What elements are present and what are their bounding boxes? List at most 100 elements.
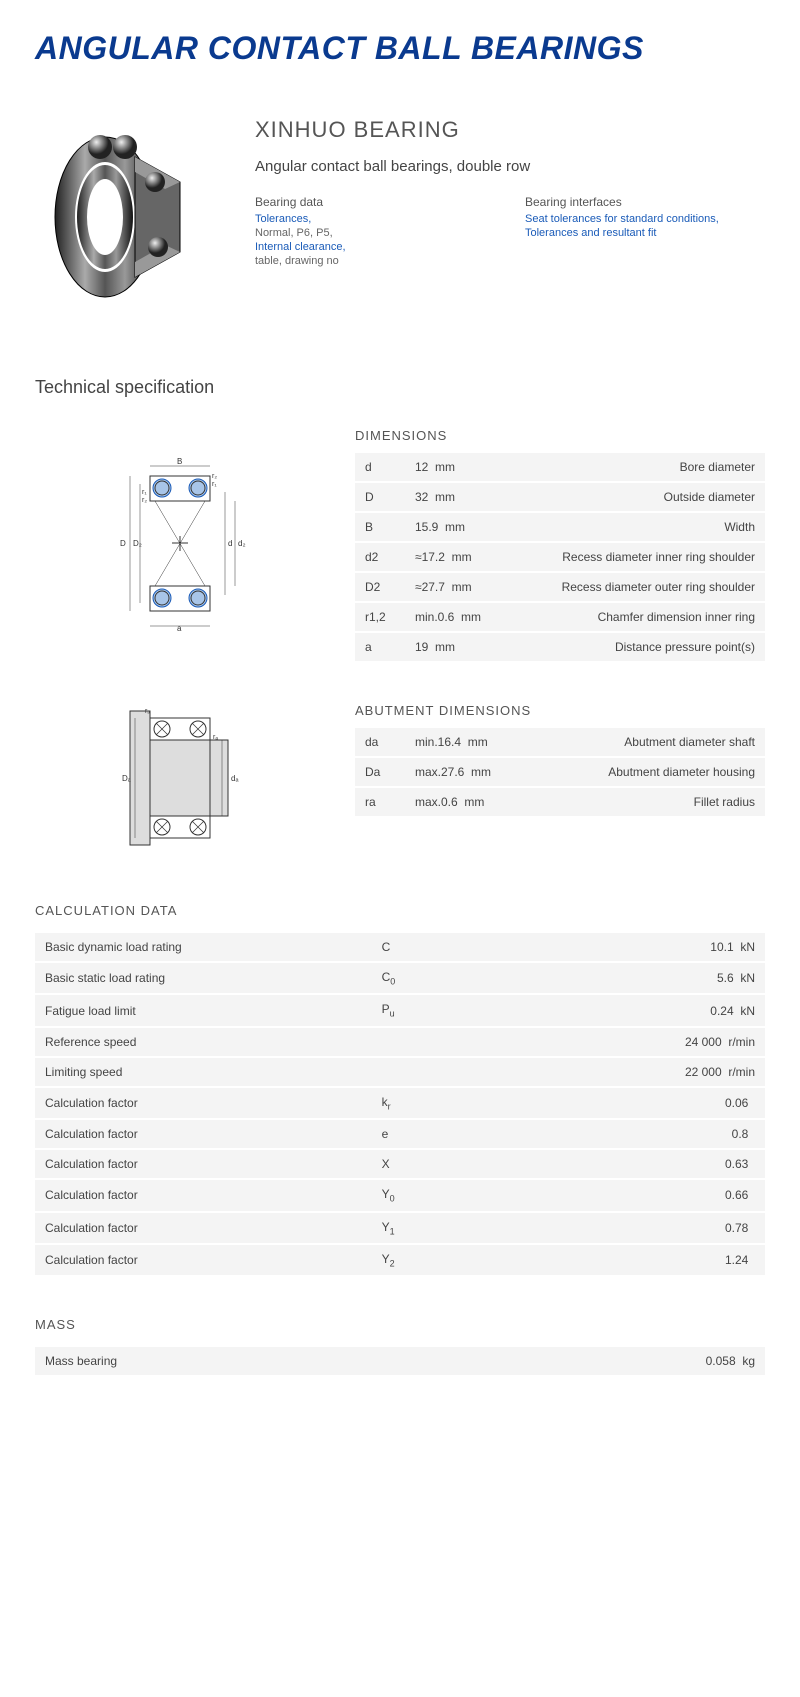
product-subtitle: Angular contact ball bearings, double ro… [255, 158, 765, 175]
calc-desc: Fatigue load limit [35, 994, 372, 1026]
info-link[interactable]: Tolerances and resultant fit [525, 227, 765, 239]
calculation-label: CALCULATION DATA [35, 903, 765, 918]
dim-desc: Chamfer dimension inner ring [491, 602, 765, 632]
tech-spec-title: Technical specification [35, 377, 765, 398]
table-row: r1,2min.0.6 mmChamfer dimension inner ri… [355, 602, 765, 632]
dimensions-diagram: B D D₂ d d₂ a r₂ r₁ r₁ r₂ [35, 428, 325, 663]
calc-desc: Calculation factor [35, 1179, 372, 1211]
table-row: D32 mmOutside diameter [355, 482, 765, 512]
svg-text:r₁: r₁ [212, 481, 217, 488]
table-row: a19 mmDistance pressure point(s) [355, 632, 765, 662]
dim-desc: Outside diameter [491, 482, 765, 512]
dim-value: ≈27.7 mm [405, 572, 491, 602]
dim-desc: Width [491, 512, 765, 542]
calc-symbol: C [372, 933, 572, 962]
dim-symbol: D2 [355, 572, 405, 602]
dim-value: min.0.6 mm [405, 602, 491, 632]
abut-symbol: Da [355, 757, 405, 787]
abut-symbol: ra [355, 787, 405, 817]
abutment-table-wrap: ABUTMENT DIMENSIONS damin.16.4 mmAbutmen… [355, 703, 765, 853]
calc-symbol: Y0 [372, 1179, 572, 1211]
table-row: Mass bearing 0.058 kg [35, 1347, 765, 1376]
dim-desc: Recess diameter inner ring shoulder [491, 542, 765, 572]
mass-value: 0.058 kg [537, 1347, 765, 1376]
calc-value: 24 000 r/min [572, 1027, 765, 1057]
table-row: Basic dynamic load ratingC10.1 kN [35, 933, 765, 962]
svg-text:D: D [120, 539, 126, 548]
svg-text:rₐ: rₐ [213, 734, 218, 741]
bearing-interfaces-title: Bearing interfaces [525, 195, 765, 209]
abutment-cross-diagram: Dₐ dₐ rₐ rₐ [100, 703, 260, 853]
calculation-table: Basic dynamic load ratingC10.1 kNBasic s… [35, 933, 765, 1277]
bearing-data-col: Bearing data Tolerances, Normal, P6, P5, I… [255, 195, 495, 269]
calculation-section: CALCULATION DATA Basic dynamic load rati… [35, 903, 765, 1277]
dim-symbol: B [355, 512, 405, 542]
dim-symbol: r1,2 [355, 602, 405, 632]
svg-text:D₂: D₂ [133, 539, 142, 548]
mass-symbol [337, 1347, 537, 1376]
calc-desc: Calculation factor [35, 1149, 372, 1179]
dimensions-table-wrap: DIMENSIONS d12 mmBore diameterD32 mmOuts… [355, 428, 765, 663]
abutment-table: damin.16.4 mmAbutment diameter shaftDama… [355, 728, 765, 818]
calc-desc: Calculation factor [35, 1212, 372, 1244]
calc-symbol: kr [372, 1087, 572, 1119]
bearing-data-title: Bearing data [255, 195, 495, 209]
calc-symbol: Y1 [372, 1212, 572, 1244]
product-image [35, 117, 215, 317]
table-row: Fatigue load limitPu0.24 kN [35, 994, 765, 1026]
dim-desc: Recess diameter outer ring shoulder [491, 572, 765, 602]
calc-symbol [372, 1057, 572, 1087]
table-row: Calculation factorkr0.06 [35, 1087, 765, 1119]
table-row: d12 mmBore diameter [355, 453, 765, 482]
calc-desc: Limiting speed [35, 1057, 372, 1087]
info-link[interactable]: Tolerances, [255, 213, 495, 225]
dim-desc: Bore diameter [491, 453, 765, 482]
calc-symbol: C0 [372, 962, 572, 994]
svg-text:r₁: r₁ [142, 489, 147, 496]
dim-value: 32 mm [405, 482, 491, 512]
abutment-label: ABUTMENT DIMENSIONS [355, 703, 765, 718]
svg-text:B: B [177, 457, 182, 466]
abutment-row: Dₐ dₐ rₐ rₐ ABUTMENT DIMENSIONS damin.16… [35, 703, 765, 853]
svg-text:a: a [177, 624, 182, 633]
calc-value: 0.78 [572, 1212, 765, 1244]
table-row: Calculation factorY21.24 [35, 1244, 765, 1276]
abut-desc: Abutment diameter housing [501, 757, 765, 787]
mass-desc: Mass bearing [35, 1347, 337, 1376]
calc-desc: Basic dynamic load rating [35, 933, 372, 962]
dim-value: 15.9 mm [405, 512, 491, 542]
table-row: Calculation factorY00.66 [35, 1179, 765, 1211]
mass-section: MASS Mass bearing0.058 kg [35, 1317, 765, 1377]
calc-desc: Reference speed [35, 1027, 372, 1057]
table-row: Calculation factore0.8 [35, 1119, 765, 1149]
dim-desc: Distance pressure point(s) [491, 632, 765, 662]
info-link[interactable]: Seat tolerances for standard conditions, [525, 213, 765, 225]
info-text: table, drawing no [255, 255, 495, 267]
calc-value: 0.24 kN [572, 994, 765, 1026]
table-row: B15.9 mmWidth [355, 512, 765, 542]
svg-text:dₐ: dₐ [231, 774, 239, 783]
info-text: Normal, P6, P5, [255, 227, 495, 239]
abut-symbol: da [355, 728, 405, 757]
calc-value: 22 000 r/min [572, 1057, 765, 1087]
calc-symbol: X [372, 1149, 572, 1179]
abut-value: min.16.4 mm [405, 728, 501, 757]
dim-symbol: d2 [355, 542, 405, 572]
calc-symbol [372, 1027, 572, 1057]
dim-symbol: D [355, 482, 405, 512]
abutment-diagram: Dₐ dₐ rₐ rₐ [35, 703, 325, 853]
page-title: ANGULAR CONTACT BALL BEARINGS [35, 30, 765, 67]
calc-value: 5.6 kN [572, 962, 765, 994]
svg-text:Dₐ: Dₐ [122, 774, 132, 783]
table-row: Reference speed 24 000 r/min [35, 1027, 765, 1057]
table-row: D2≈27.7 mmRecess diameter outer ring sho… [355, 572, 765, 602]
calc-symbol: Pu [372, 994, 572, 1026]
brand-name: XINHUO BEARING [255, 117, 765, 143]
info-link[interactable]: Internal clearance, [255, 241, 495, 253]
calc-desc: Basic static load rating [35, 962, 372, 994]
dimensions-table: d12 mmBore diameterD32 mmOutside diamete… [355, 453, 765, 663]
calc-desc: Calculation factor [35, 1244, 372, 1276]
calc-desc: Calculation factor [35, 1087, 372, 1119]
dimensions-row: B D D₂ d d₂ a r₂ r₁ r₁ r₂ DIMENSIONS d12… [35, 428, 765, 663]
table-row: Damax.27.6 mmAbutment diameter housing [355, 757, 765, 787]
